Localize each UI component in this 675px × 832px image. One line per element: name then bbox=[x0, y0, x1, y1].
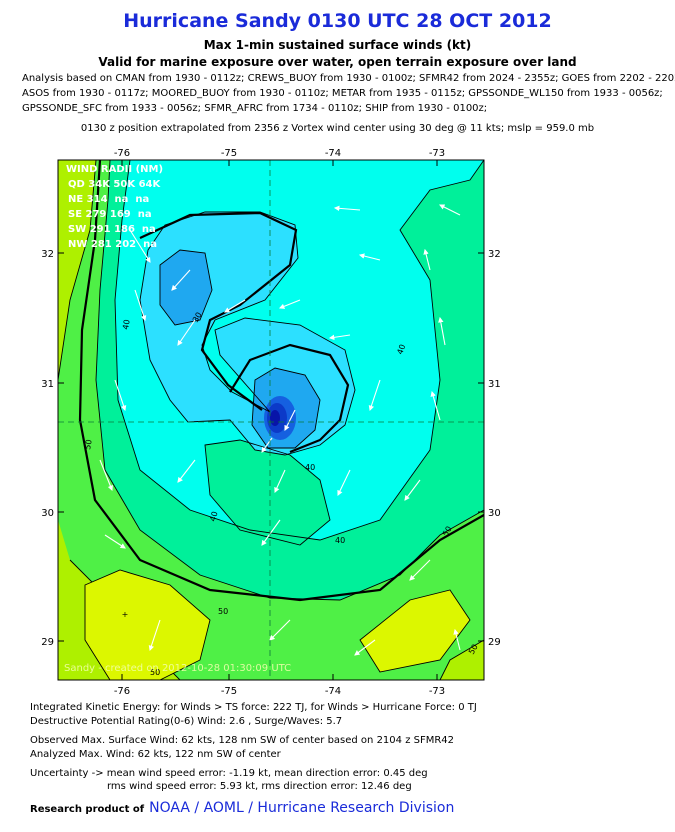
contour-label: 50 bbox=[467, 643, 480, 656]
analysis-line-2: ASOS from 1930 - 0117z; MOORED_BUOY from… bbox=[22, 88, 663, 99]
wind-radii-header: QD 34K 50K 64K bbox=[68, 179, 161, 190]
contour-label: 50 bbox=[218, 607, 228, 616]
rms-text: rms wind speed error: 5.93 kt, rms direc… bbox=[107, 781, 412, 792]
x-tick-label: -73 bbox=[429, 686, 445, 695]
contour-lines-bold bbox=[78, 160, 484, 602]
observed-max-text: Observed Max. Surface Wind: 62 kts, 128 … bbox=[30, 735, 455, 746]
x-axis-top: -76 -75 -74 -73 bbox=[114, 148, 445, 159]
contour-label: 50 bbox=[441, 525, 454, 538]
watermark-text: Sandy - created on 2012-10-28 01:30:09 U… bbox=[64, 663, 291, 674]
x-tick-label: -73 bbox=[429, 148, 445, 159]
y-axis-left: 32 31 30 29 bbox=[41, 249, 54, 648]
x-axis-bottom: -76 -75 -74 -73 bbox=[114, 686, 445, 695]
y-axis-right: 32 31 30 29 bbox=[488, 249, 501, 648]
wind-radii-row-ne: NE 314 na na bbox=[68, 194, 149, 205]
research-label: Research product of bbox=[30, 804, 145, 815]
position-note: 0130 z position extrapolated from 2356 z… bbox=[80, 123, 595, 134]
x-tick-label: -74 bbox=[325, 148, 341, 159]
contour-label: 30 bbox=[191, 311, 204, 324]
dpr-text: Destructive Potential Rating(0-6) Wind: … bbox=[30, 716, 343, 727]
contour-label: 40 bbox=[395, 343, 407, 356]
chart-title: Hurricane Sandy 0130 UTC 28 OCT 2012 bbox=[123, 10, 552, 32]
contour-label: 40 bbox=[335, 536, 345, 545]
wind-radii-table: WIND RADII (NM) QD 34K 50K 64K NE 314 na… bbox=[66, 164, 163, 250]
y-tick-label: 30 bbox=[41, 508, 54, 519]
x-tick-label: -75 bbox=[221, 148, 237, 159]
y-tick-label: 29 bbox=[488, 637, 501, 648]
analysis-line-3: GPSSONDE_SFC from 1933 - 0056z; SFMR_AFR… bbox=[22, 103, 488, 114]
x-tick-label: -76 bbox=[114, 148, 130, 159]
low-wind-region bbox=[84, 569, 211, 680]
wind-band-core bbox=[270, 410, 280, 426]
x-tick-label: -76 bbox=[114, 686, 130, 695]
analysis-line-1: Analysis based on CMAN from 1930 - 0112z… bbox=[22, 73, 675, 84]
subtitle-exposure: Valid for marine exposure over water, op… bbox=[98, 55, 577, 69]
wind-map: + 30 40 40 40 40 40 50 50 50 50 50 WIND … bbox=[41, 148, 501, 695]
contour-label: 40 bbox=[121, 319, 132, 331]
wind-band-blue bbox=[160, 250, 212, 325]
wind-field: + 30 40 40 40 40 40 50 50 50 50 50 WIND … bbox=[58, 160, 484, 680]
y-tick-label: 31 bbox=[41, 379, 54, 390]
x-tick-label: -74 bbox=[325, 686, 341, 695]
y-tick-label: 32 bbox=[41, 249, 54, 260]
research-org-link[interactable]: NOAA / AOML / Hurricane Research Divisio… bbox=[149, 800, 455, 816]
low-wind-region-east bbox=[359, 589, 471, 673]
contour-label: 40 bbox=[305, 463, 315, 472]
x-tick-label: -75 bbox=[221, 686, 237, 695]
contour-label: 50 bbox=[83, 439, 94, 451]
axis-ticks bbox=[58, 160, 484, 680]
max-wind-marker: + bbox=[122, 610, 129, 619]
contour-label: 40 bbox=[208, 510, 219, 522]
y-tick-label: 32 bbox=[488, 249, 501, 260]
y-tick-label: 31 bbox=[488, 379, 501, 390]
wind-band-teal-inner bbox=[205, 440, 330, 545]
wind-radii-row-se: SE 279 169 na bbox=[68, 209, 152, 220]
research-credit: Research product of NOAA / AOML / Hurric… bbox=[30, 797, 454, 816]
wind-radii-title: WIND RADII (NM) bbox=[66, 164, 163, 175]
contour-label: 50 bbox=[150, 668, 160, 677]
contour-label-group: 30 40 40 40 40 40 50 50 50 50 50 bbox=[83, 311, 480, 677]
wind-vectors bbox=[99, 204, 461, 656]
y-tick-label: 30 bbox=[488, 508, 501, 519]
wind-radii-row-nw: NW 281 202 na bbox=[68, 239, 157, 250]
wind-radii-row-sw: SW 291 186 na bbox=[68, 224, 156, 235]
plot-frame bbox=[57, 159, 485, 681]
ike-text: Integrated Kinetic Energy: for Winds > T… bbox=[30, 702, 477, 713]
analyzed-max-text: Analyzed Max. Wind: 62 kts, 122 nm SW of… bbox=[30, 749, 281, 760]
uncertainty-text: Uncertainty -> mean wind speed error: -1… bbox=[30, 768, 428, 779]
subtitle-winds: Max 1-min sustained surface winds (kt) bbox=[203, 38, 472, 52]
y-tick-label: 29 bbox=[41, 637, 54, 648]
